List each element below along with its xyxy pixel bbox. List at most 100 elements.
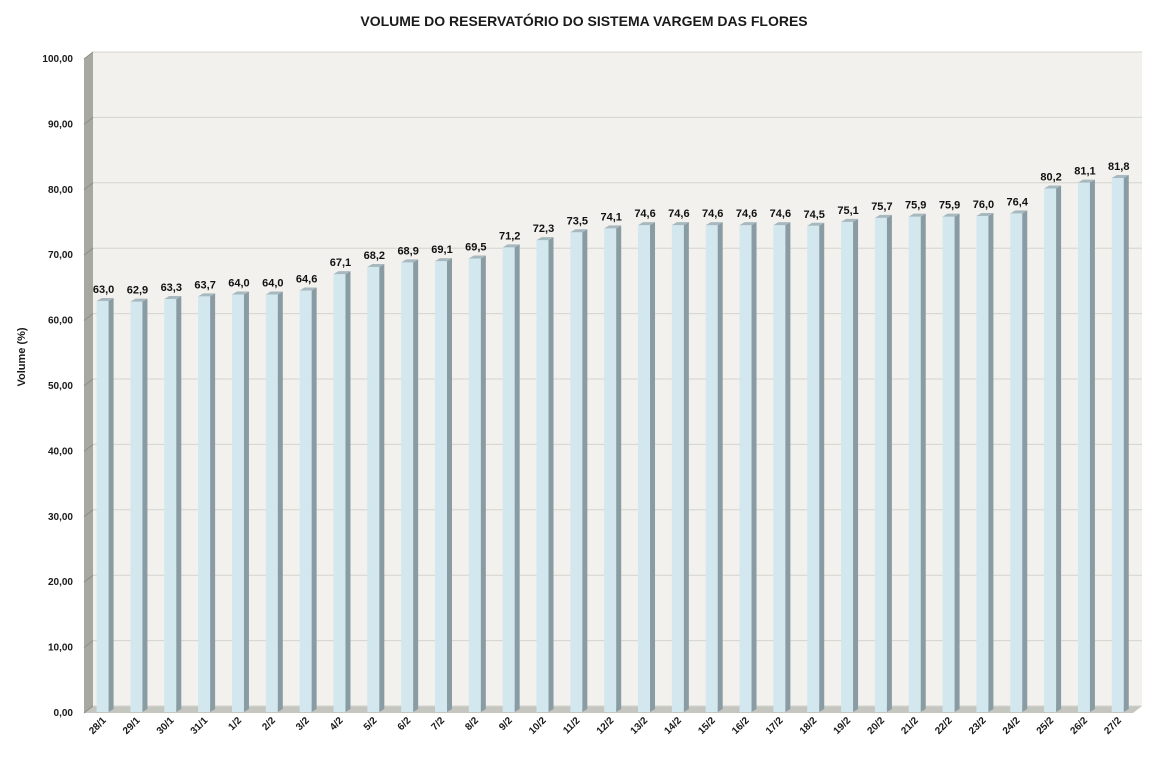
- bar-side: [920, 213, 926, 712]
- gridline-side: [83, 705, 94, 714]
- data-label: 63,0: [93, 284, 114, 296]
- x-tick-label: 29/1: [121, 715, 143, 737]
- data-label: 63,7: [194, 279, 215, 291]
- bar-front: [773, 225, 786, 712]
- x-tick-label: 26/2: [1069, 715, 1091, 737]
- bar: [401, 259, 419, 712]
- data-label: 62,9: [127, 285, 148, 297]
- x-tick-label: 16/2: [730, 715, 752, 737]
- bar: [96, 297, 114, 712]
- y-tick-label: 50,00: [48, 381, 73, 392]
- y-tick-label: 40,00: [48, 446, 73, 457]
- bar-front: [671, 225, 684, 712]
- x-tick-label: 10/2: [527, 715, 549, 737]
- bar: [807, 222, 825, 712]
- gridline-side: [83, 182, 94, 191]
- y-tick-label: 10,00: [48, 643, 73, 654]
- x-tick-label: 3/2: [294, 715, 312, 733]
- bar-side: [785, 222, 791, 712]
- data-label: 75,1: [837, 205, 858, 217]
- data-label: 76,0: [973, 199, 994, 211]
- bar-top: [333, 271, 351, 275]
- y-tick-label: 100,00: [42, 54, 73, 65]
- bar-side: [413, 259, 419, 712]
- data-label: 74,5: [804, 209, 825, 221]
- bar: [130, 298, 148, 712]
- bar-top: [807, 222, 825, 226]
- x-tick-label: 5/2: [362, 715, 380, 733]
- bar-side: [1022, 210, 1028, 712]
- x-tick-label: 25/2: [1035, 715, 1057, 737]
- bar-top: [1044, 185, 1062, 189]
- y-tick-label: 90,00: [48, 119, 73, 130]
- x-tick-label: 11/2: [561, 715, 582, 736]
- x-tick-label: 22/2: [933, 715, 955, 737]
- gridline-side: [83, 444, 94, 452]
- bar-front: [198, 296, 211, 712]
- bar: [1010, 210, 1028, 712]
- data-label: 69,1: [431, 244, 452, 256]
- bar-front: [1111, 178, 1124, 712]
- data-label: 76,4: [1007, 196, 1029, 208]
- data-label: 74,6: [770, 208, 791, 220]
- bar-top: [841, 218, 859, 222]
- bar-front: [942, 216, 955, 712]
- data-label: 72,3: [533, 223, 554, 235]
- bar-front: [536, 240, 549, 712]
- data-label: 64,0: [228, 277, 249, 289]
- bar-top: [231, 291, 249, 295]
- bar-top: [198, 293, 216, 297]
- bar-top: [739, 222, 757, 226]
- bar: [536, 237, 554, 712]
- bar-top: [265, 291, 283, 295]
- bar: [638, 222, 656, 712]
- data-label: 74,6: [736, 208, 757, 220]
- bar-side: [853, 218, 859, 712]
- bar-front: [705, 225, 718, 712]
- data-label: 68,2: [364, 250, 385, 262]
- bar-front: [874, 217, 887, 712]
- bar-side: [1123, 175, 1129, 712]
- bar-top: [367, 263, 385, 267]
- bar-top: [502, 244, 520, 248]
- bar: [942, 213, 960, 712]
- bar-top: [468, 255, 486, 259]
- bar-top: [1077, 179, 1095, 183]
- y-tick-label: 70,00: [48, 250, 73, 261]
- bar-side: [717, 222, 723, 712]
- bar-front: [1010, 213, 1023, 712]
- bar-side: [514, 244, 520, 713]
- bar-front: [638, 225, 651, 712]
- bar-front: [96, 300, 109, 712]
- data-label: 74,6: [702, 208, 723, 220]
- bar-front: [604, 228, 617, 713]
- x-tick-label: 15/2: [696, 715, 718, 737]
- bar-top: [536, 237, 554, 241]
- bar-front: [231, 294, 244, 712]
- bar-top: [570, 229, 588, 233]
- x-tick-label: 6/2: [396, 715, 414, 733]
- bar-side: [379, 263, 385, 712]
- bar-side: [311, 287, 317, 712]
- x-tick-label: 1/2: [226, 715, 244, 733]
- gridline-side: [83, 640, 94, 648]
- gridline-side: [83, 313, 94, 321]
- bar-front: [570, 232, 583, 712]
- bar-side: [142, 298, 148, 712]
- x-tick-label: 19/2: [832, 715, 854, 737]
- bar: [434, 258, 452, 712]
- x-tick-label: 17/2: [764, 715, 786, 737]
- x-tick-label: 18/2: [798, 715, 820, 737]
- bar-front: [434, 261, 447, 712]
- bar: [468, 255, 486, 712]
- data-label: 80,2: [1040, 171, 1061, 183]
- bar-top: [434, 258, 452, 262]
- bar-top: [130, 298, 148, 302]
- bar-top: [299, 287, 317, 291]
- data-label: 64,6: [296, 274, 317, 286]
- bar-top: [942, 213, 960, 217]
- bar: [739, 222, 757, 712]
- bar-front: [976, 215, 989, 712]
- chart-title: VOLUME DO RESERVATÓRIO DO SISTEMA VARGEM…: [360, 12, 807, 29]
- y-tick-label: 60,00: [48, 316, 73, 327]
